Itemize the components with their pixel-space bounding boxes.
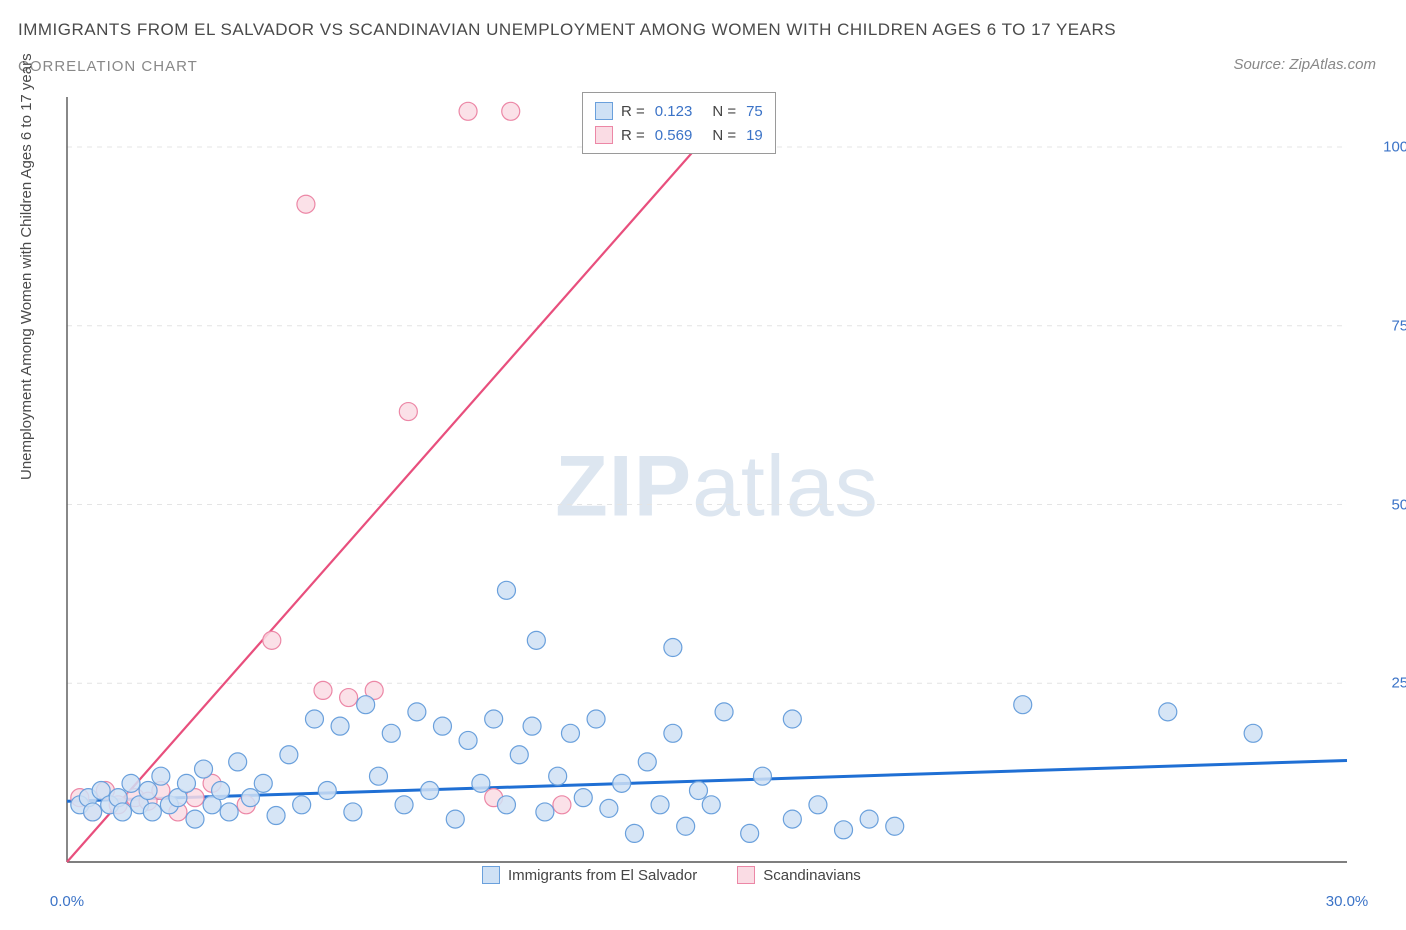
y-tick-label: 25.0% (1391, 675, 1406, 692)
y-axis-label: Unemployment Among Women with Children A… (18, 53, 35, 480)
x-tick-label: 30.0% (1326, 893, 1369, 910)
legend-n-label: N = (712, 127, 736, 144)
correlation-legend: R = 0.123 N = 75 R = 0.569 N = 19 (582, 92, 776, 154)
legend-label-1: Immigrants from El Salvador (508, 867, 697, 884)
legend-swatch-pink (595, 126, 613, 144)
source-attribution: Source: ZipAtlas.com (1233, 56, 1376, 73)
legend-label-2: Scandinavians (763, 867, 861, 884)
chart-subtitle: CORRELATION CHART (18, 58, 198, 75)
y-tick-label: 75.0% (1391, 317, 1406, 334)
legend-item-2: Scandinavians (737, 866, 861, 884)
legend-swatch-blue (482, 866, 500, 884)
legend-r-label: R = (621, 103, 645, 120)
legend-swatch-pink (737, 866, 755, 884)
chart-area: ZIPatlas R = 0.123 N = 75 R = 0.569 N = … (62, 92, 1372, 882)
legend-r-value-2: 0.569 (655, 127, 693, 144)
legend-item-1: Immigrants from El Salvador (482, 866, 697, 884)
legend-n-value-1: 75 (746, 103, 763, 120)
legend-swatch-blue (595, 102, 613, 120)
legend-r-value-1: 0.123 (655, 103, 693, 120)
y-tick-label: 100.0% (1383, 139, 1406, 156)
legend-n-value-2: 19 (746, 127, 763, 144)
series-legend: Immigrants from El Salvador Scandinavian… (482, 866, 861, 884)
legend-row-series-1: R = 0.123 N = 75 (595, 99, 763, 123)
legend-r-label: R = (621, 127, 645, 144)
scatter-plot (62, 92, 1372, 882)
legend-row-series-2: R = 0.569 N = 19 (595, 123, 763, 147)
legend-n-label: N = (712, 103, 736, 120)
y-tick-label: 50.0% (1391, 496, 1406, 513)
chart-title: IMMIGRANTS FROM EL SALVADOR VS SCANDINAV… (18, 20, 1116, 40)
x-tick-label: 0.0% (50, 893, 84, 910)
